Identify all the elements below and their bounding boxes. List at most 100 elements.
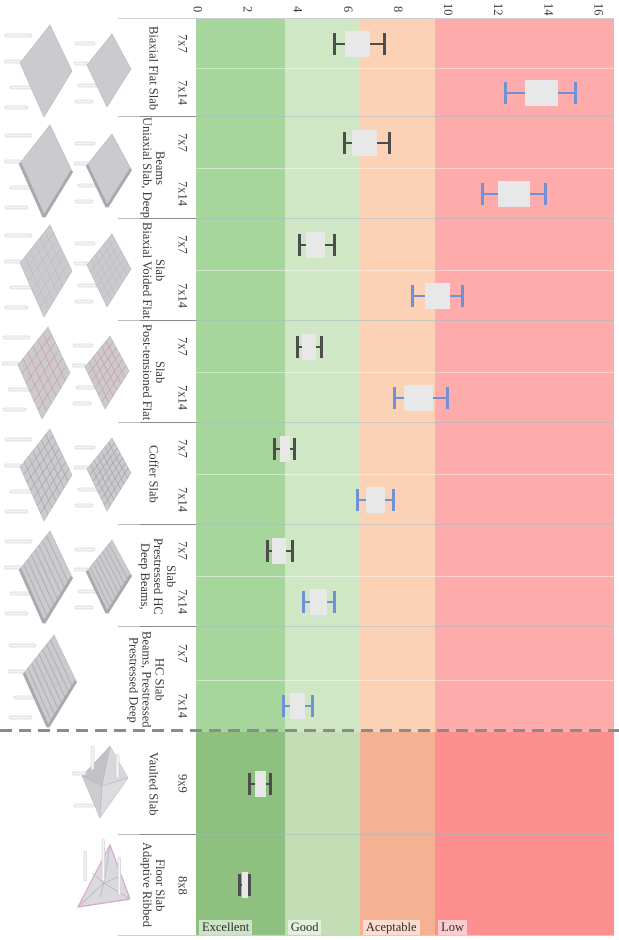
zone-band-excellent	[196, 219, 285, 321]
slab-3d-render-icon	[76, 838, 130, 908]
row-separator-image-col	[118, 626, 140, 627]
span-label-7x7-1: 7x7	[168, 117, 196, 168]
box-4-7x14	[366, 486, 385, 513]
slab-3d-render-icon	[4, 24, 73, 118]
slab-render-deep-beams-small	[74, 131, 134, 213]
axis-tick-label: 0	[190, 5, 205, 13]
span-label-text: 7x7	[175, 439, 190, 458]
slab-render-tendons-large	[2, 323, 72, 423]
row-separator-label-col	[140, 116, 196, 117]
slab-3d-render-icon	[74, 437, 132, 512]
zone-legend-excellent: Excellent	[199, 920, 253, 935]
slab-3d-render-icon	[4, 124, 74, 218]
section-divider-dashed-line	[0, 729, 619, 732]
box-0-7x7	[344, 30, 370, 57]
span-label-text: 7x14	[175, 487, 190, 512]
group-label-text: Biaxial Voided Flat Slab	[140, 221, 167, 319]
row-separator-plot	[196, 834, 614, 835]
whisker-cap-low	[302, 590, 305, 613]
row-separator-label-col	[140, 626, 196, 627]
slab-3d-render-icon	[74, 33, 132, 108]
span-label-text: 7x14	[175, 80, 190, 105]
axis-tick-label: 10	[441, 2, 456, 16]
whisker-cap-low	[411, 284, 415, 307]
span-label-8x8-8: 8x8	[168, 860, 196, 910]
span-label-7x14-1: 7x14	[168, 168, 196, 219]
box-8-8x8	[241, 872, 249, 898]
whisker-cap-low	[238, 874, 242, 896]
zone-band-aceptable	[359, 732, 436, 835]
span-label-text: 7x14	[175, 283, 190, 308]
slab-3d-render-icon	[2, 326, 71, 420]
span-label-text: 7x7	[175, 133, 190, 152]
whisker-cap-low	[481, 182, 485, 205]
row-separator-label-col	[140, 218, 196, 219]
row-separator-label-col	[140, 834, 196, 835]
span-label-9x9-7: 9x9	[168, 758, 196, 810]
whisker-cap-low	[295, 335, 299, 358]
span-label-text: 7x14	[175, 385, 190, 410]
zone-band-aceptable	[359, 19, 436, 117]
slab-3d-render-icon	[8, 634, 78, 728]
span-label-text: 7x7	[175, 235, 190, 254]
whisker-cap-low	[355, 488, 359, 511]
axis-tick-16: 16	[589, 0, 607, 18]
slab-render-ribbed-small	[70, 837, 130, 929]
slab-render-voided-large	[4, 221, 74, 321]
whisker-cap-high	[388, 131, 392, 154]
zone-band-low	[435, 835, 614, 935]
subrow-separator	[196, 576, 614, 577]
zone-band-excellent	[196, 19, 285, 117]
axis-tick-label: 2	[240, 5, 255, 13]
zone-band-low	[435, 732, 614, 835]
group-label-text: Prestressed Deep Beams, Prestressed HC S…	[126, 631, 167, 728]
subrow-separator	[196, 679, 614, 681]
group-label-4: Coffer Slab	[138, 423, 168, 525]
slab-render-deep-beams-large	[4, 121, 74, 221]
row-separator-label-col	[140, 524, 196, 525]
whisker-cap-high	[293, 437, 297, 460]
group-label-6: Prestressed Deep Beams, Prestressed HC S…	[124, 627, 168, 732]
zone-band-excellent	[196, 525, 285, 627]
whisker-cap-low	[393, 386, 397, 409]
row-separator-image-col	[118, 218, 140, 219]
zone-band-good	[284, 835, 360, 935]
slab-3d-render-icon	[4, 530, 74, 624]
group-label-1: Uniaxial Slab, Deep Beams	[138, 117, 168, 219]
whisker-cap-low	[298, 233, 302, 256]
span-label-7x7-5: 7x7	[168, 525, 196, 576]
span-label-7x14-2: 7x14	[168, 270, 196, 321]
whisker-cap-low	[281, 694, 285, 717]
box-1-7x7	[352, 129, 378, 156]
row-separator-plot	[196, 116, 614, 117]
axis-tick-0: 0	[188, 0, 206, 18]
subrow-separator	[196, 168, 614, 169]
box-7-9x9	[254, 770, 266, 797]
box-3-7x7	[302, 333, 317, 360]
axis-tick-4: 4	[288, 0, 306, 18]
row-separator-label-col	[140, 422, 196, 423]
row-separator-plot	[196, 626, 614, 627]
zone-band-good	[284, 117, 360, 219]
span-label-7x7-3: 7x7	[168, 321, 196, 372]
slab-3d-render-icon	[74, 233, 132, 308]
row-separator-image-col	[118, 422, 140, 423]
axis-tick-label: 14	[541, 2, 556, 16]
zone-band-low	[435, 219, 614, 321]
slab-render-tendons-small	[72, 333, 132, 415]
whisker-cap-high	[310, 694, 314, 717]
slab-render-coffer-small	[74, 435, 134, 517]
zone-band-aceptable	[359, 219, 436, 321]
box-6-7x14	[289, 692, 305, 719]
row-separator-plot	[196, 422, 614, 423]
zone-band-low	[435, 423, 614, 525]
whisker-cap-low	[248, 772, 252, 795]
group-label-7: Vaulted Slab	[138, 732, 168, 835]
whisker-cap-high	[248, 874, 252, 896]
plot-bottom-edge	[118, 935, 614, 936]
row-separator-image-col	[118, 116, 140, 117]
zone-band-excellent	[196, 627, 285, 732]
zone-band-low	[435, 627, 614, 732]
span-label-7x14-6: 7x14	[168, 680, 196, 733]
slab-render-voided-small	[74, 231, 134, 313]
